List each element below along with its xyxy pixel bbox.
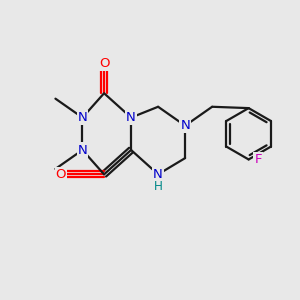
Text: N: N [78,143,87,157]
Text: N: N [153,168,163,181]
Text: O: O [99,57,109,70]
Text: N: N [180,119,190,132]
Text: O: O [56,168,66,181]
Text: N: N [126,111,136,124]
Text: N: N [78,111,87,124]
Text: F: F [254,153,262,166]
Text: H: H [154,180,163,193]
